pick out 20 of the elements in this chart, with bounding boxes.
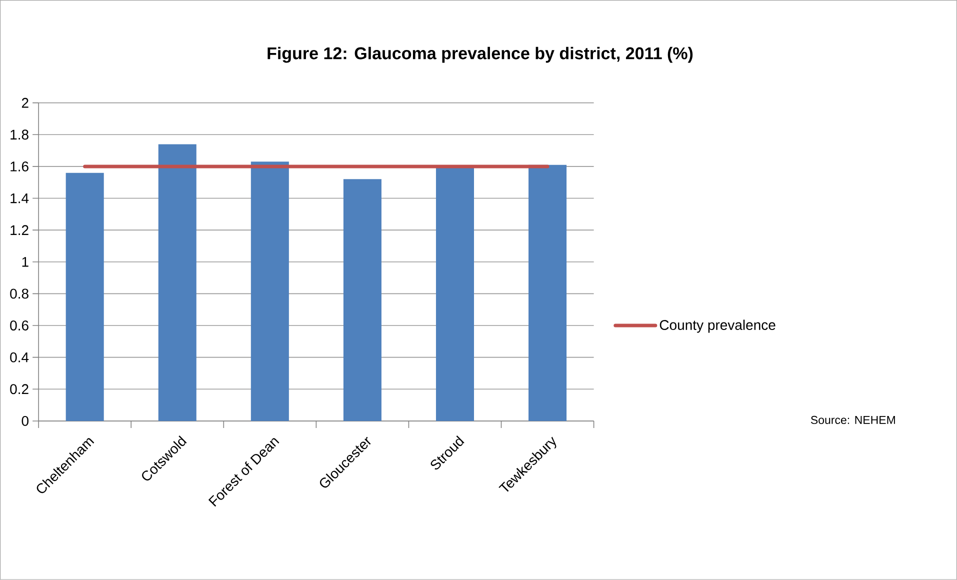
y-tick-label: 0 [22,416,28,426]
y-tick-label: 0.4 [10,352,29,362]
legend-label: County prevalence [660,320,776,333]
y-tick-label: 2 [22,98,28,108]
y-tick-label: 1.6 [10,162,28,172]
y-tick-label: 0.6 [10,320,28,331]
source-note: Source: NEHEM [810,416,895,424]
bar [66,172,104,422]
chart-title: Figure 12: Glaucoma prevalence by district, 2011 (%) [268,46,693,63]
y-tick-label: 0.8 [10,288,28,299]
y-tick-label: 1.8 [10,130,28,140]
y-tick-label: 1.2 [10,225,28,236]
y-tick-label: 0.2 [10,384,28,394]
y-tick-label: 1.4 [10,194,29,204]
bar [436,168,474,422]
bar [528,164,567,422]
y-tick-label: 1 [22,257,28,267]
bar [343,179,382,422]
bar [158,144,196,422]
bar [250,162,289,422]
